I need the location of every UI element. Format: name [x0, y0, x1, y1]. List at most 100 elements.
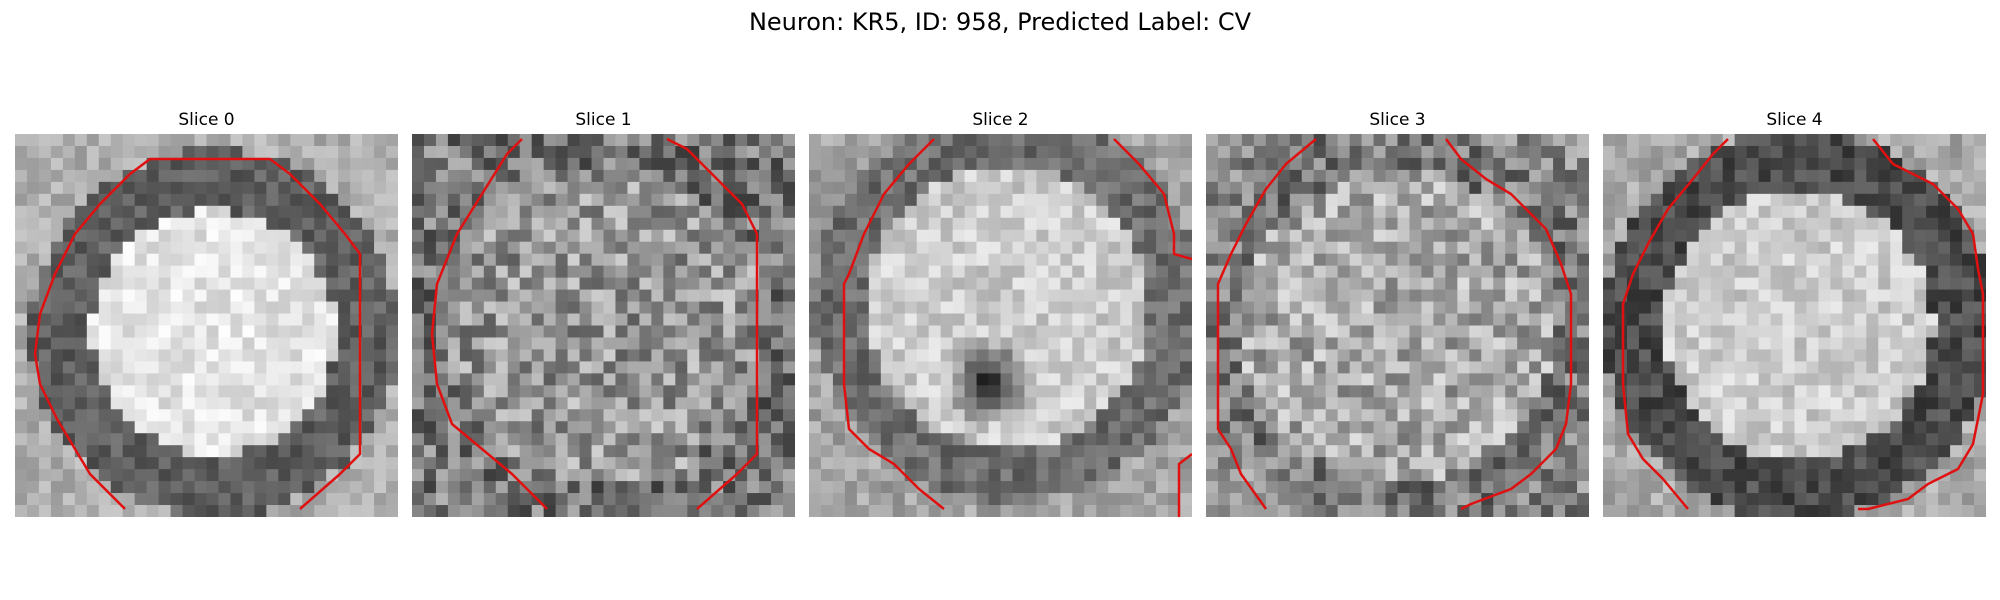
pixel [1902, 361, 1915, 374]
pixel [1950, 409, 1963, 422]
pixel [699, 505, 712, 517]
pixel [1722, 193, 1736, 207]
pixel [1168, 169, 1181, 183]
pixel [471, 493, 485, 506]
pixel [1950, 134, 1963, 147]
pixel [374, 193, 387, 207]
pixel [1229, 301, 1243, 314]
pixel [1433, 265, 1446, 279]
pixel [1084, 373, 1097, 386]
pixel [1277, 373, 1291, 386]
pixel [338, 409, 351, 422]
pixel [1229, 265, 1243, 279]
pixel [1553, 277, 1566, 290]
pixel [1385, 301, 1398, 314]
pixel [1686, 337, 1700, 350]
pixel [735, 409, 748, 422]
pixel [567, 457, 580, 470]
pixel [1614, 385, 1628, 398]
pixel [1830, 421, 1843, 434]
pixel [1120, 373, 1133, 386]
pixel [555, 241, 568, 255]
pixel [880, 445, 894, 458]
pixel [1144, 337, 1157, 350]
pixel [1409, 253, 1422, 267]
pixel [1277, 325, 1291, 338]
pixel [86, 361, 100, 374]
pixel [916, 349, 930, 362]
pixel [447, 313, 461, 326]
pixel [218, 134, 231, 147]
pixel [1866, 169, 1879, 183]
pixel [1938, 217, 1951, 231]
pixel [74, 505, 88, 517]
pixel [1974, 421, 1986, 434]
pixel [687, 385, 700, 398]
pixel [1493, 385, 1506, 398]
pixel [170, 433, 183, 446]
pixel [1156, 253, 1169, 267]
pixel [1108, 469, 1121, 482]
pixel [1938, 145, 1951, 159]
pixel [952, 433, 965, 446]
pixel [1962, 349, 1975, 362]
pixel [820, 253, 834, 267]
pixel [254, 481, 267, 494]
pixel [1048, 325, 1061, 338]
pixel [1337, 193, 1351, 207]
pixel [1854, 253, 1867, 267]
pixel [146, 349, 160, 362]
pixel [1385, 181, 1398, 195]
pixel [15, 265, 28, 279]
pixel [940, 361, 954, 374]
pixel [278, 493, 291, 506]
pixel [579, 229, 592, 243]
pixel [1000, 421, 1013, 434]
pixel [940, 397, 954, 410]
pixel [1505, 409, 1518, 422]
pixel [555, 169, 568, 183]
pixel [266, 373, 279, 386]
pixel [1217, 361, 1231, 374]
pixel [15, 134, 28, 147]
pixel [675, 433, 688, 446]
pixel [687, 205, 700, 219]
pixel [723, 301, 736, 314]
pixel [892, 361, 906, 374]
pixel [362, 337, 375, 350]
pixel [483, 385, 497, 398]
pixel [1710, 397, 1724, 410]
pixel [615, 134, 628, 147]
pixel [146, 373, 160, 386]
pixel [1409, 313, 1422, 326]
pixel [483, 217, 497, 231]
pixel [1746, 349, 1759, 362]
pixel [856, 313, 870, 326]
pixel [1265, 229, 1279, 243]
pixel [86, 385, 100, 398]
pixel [254, 289, 267, 302]
pixel [1710, 145, 1724, 159]
pixel [278, 313, 291, 326]
pixel [182, 217, 195, 231]
pixel [1565, 241, 1578, 255]
pixel [1217, 301, 1231, 314]
pixel [1758, 157, 1771, 171]
pixel [278, 481, 291, 494]
pixel [1758, 145, 1771, 159]
pixel [1180, 229, 1192, 243]
pixel [832, 289, 846, 302]
pixel [627, 433, 640, 446]
pixel [591, 457, 604, 470]
pixel [759, 181, 772, 195]
pixel [1409, 301, 1422, 314]
pixel [423, 193, 437, 207]
pixel [771, 217, 784, 231]
pixel [1878, 229, 1891, 243]
pixel [1866, 265, 1879, 279]
pixel [1830, 277, 1843, 290]
pixel [1505, 457, 1518, 470]
pixel [844, 385, 858, 398]
pixel [134, 193, 148, 207]
pixel [495, 313, 509, 326]
